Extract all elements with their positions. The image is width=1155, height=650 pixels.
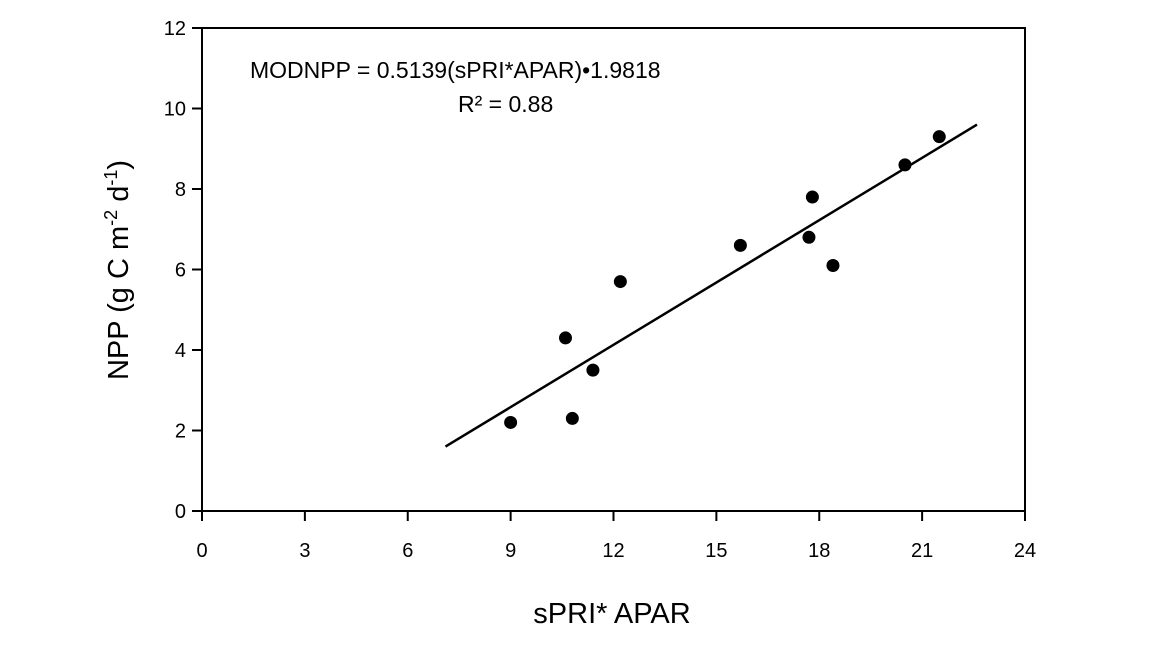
x-tick-label: 18 [808,540,830,562]
y-axis-title-suffix: ) [103,160,135,170]
trend-line [444,123,978,448]
y-tick-label: 10 [164,99,186,121]
data-point [613,275,627,289]
data-point [932,130,946,144]
y-tick-label: 0 [175,501,186,523]
r-squared-annotation: R² = 0.88 [458,91,553,117]
plot-frame [201,27,1026,512]
y-tick-label: 6 [175,260,186,282]
y-tick-label: 2 [175,421,186,443]
data-point [898,158,912,172]
x-tick-label: 21 [911,540,933,562]
y-tick-label: 8 [175,179,186,201]
data-point [826,258,840,272]
y-axis-title-mid: d [103,186,135,210]
data-point [558,331,572,345]
data-point [504,415,518,429]
data-points [504,130,946,429]
data-point [802,230,816,244]
x-tick-label: 6 [402,540,413,562]
equation-annotation: MODNPP = 0.5139(sPRI*APAR)•1.9818 [250,57,661,83]
x-tick-label: 24 [1014,540,1036,562]
y-axis-title: NPP (g C m-2 d-1) [101,160,135,380]
axis-ticks [192,27,1026,521]
y-tick-label: 4 [175,340,186,362]
data-point [565,411,579,425]
y-axis-title-exp2: -1 [101,170,121,186]
x-tick-label: 12 [602,540,624,562]
data-point [733,238,747,252]
x-tick-label: 15 [705,540,727,562]
data-point [586,363,600,377]
y-axis-title-prefix: NPP (g C m [103,226,135,380]
x-axis-title: sPRI* APAR [533,598,690,630]
y-axis-title-exp1: -2 [101,210,121,226]
x-tick-label: 3 [299,540,310,562]
y-tick-label: 12 [164,18,186,40]
x-tick-label: 0 [196,540,207,562]
x-tick-label: 9 [505,540,516,562]
data-point [805,190,819,204]
